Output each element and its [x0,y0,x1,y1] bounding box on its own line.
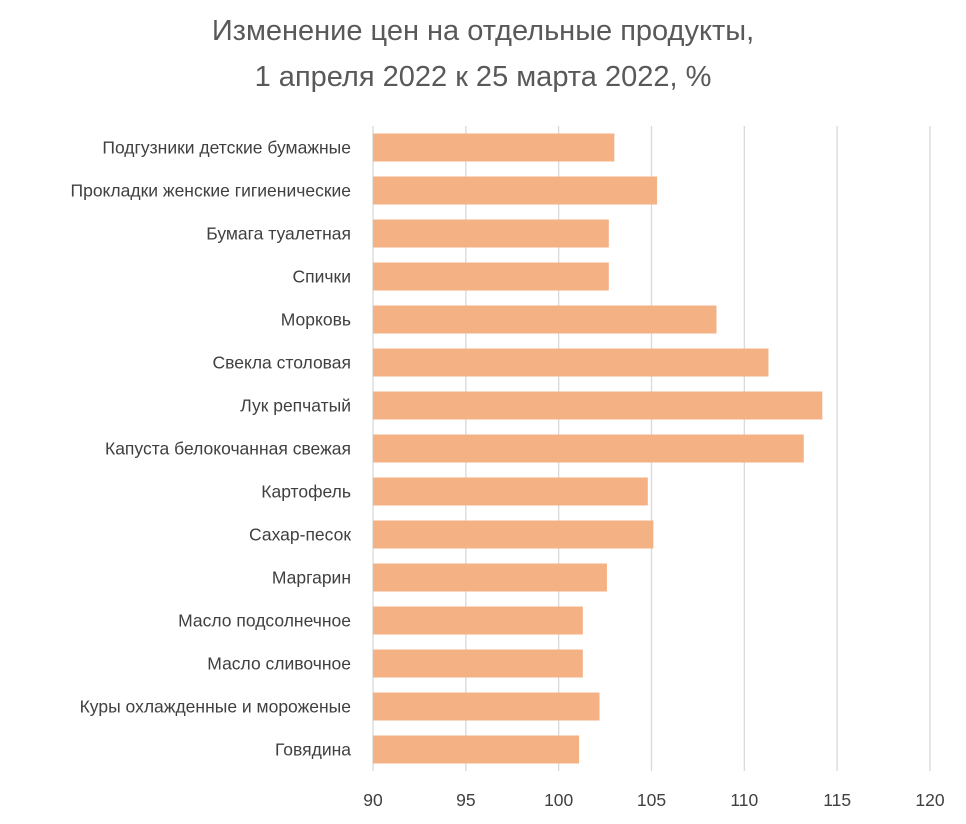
bar [373,134,614,162]
category-label: Масло сливочное [207,654,351,674]
bar [373,220,609,248]
category-label: Свекла столовая [213,353,352,373]
category-label: Спички [293,267,351,287]
x-tick-label: 110 [730,790,758,810]
bar [373,736,579,764]
bar [373,349,768,377]
category-label: Лук репчатый [240,396,351,416]
x-tick-label: 115 [823,790,851,810]
category-label: Морковь [281,310,351,330]
x-tick-label: 105 [637,790,666,810]
category-label: Подгузники детские бумажные [102,138,351,158]
bar [373,177,657,205]
category-label: Говядина [275,740,351,760]
category-label: Куры охлажденные и мороженые [80,697,351,717]
bar [373,650,583,678]
bar [373,693,600,721]
bar [373,478,648,506]
bar [373,435,804,463]
category-label: Бумага туалетная [206,224,351,244]
category-label: Картофель [261,482,351,502]
category-label: Масло подсолнечное [178,611,351,631]
x-tick-label: 95 [456,790,475,810]
bar [373,392,822,420]
category-label: Прокладки женские гигиенические [71,181,351,201]
bar [373,263,609,291]
bar [373,306,716,334]
category-label: Маргарин [272,568,351,588]
category-label: Капуста белокочанная свежая [105,439,351,459]
x-tick-label: 100 [544,790,573,810]
bar [373,521,653,549]
bar [373,607,583,635]
category-label: Сахар-песок [249,525,351,545]
x-tick-label: 120 [915,790,944,810]
x-tick-label: 90 [363,790,383,810]
bar [373,564,607,592]
